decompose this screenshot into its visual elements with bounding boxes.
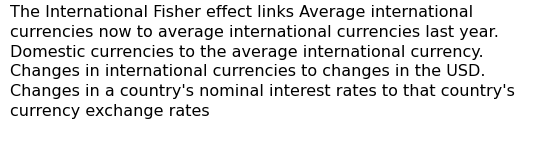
Text: The International Fisher effect links Average international
currencies now to av: The International Fisher effect links Av… — [10, 5, 515, 119]
